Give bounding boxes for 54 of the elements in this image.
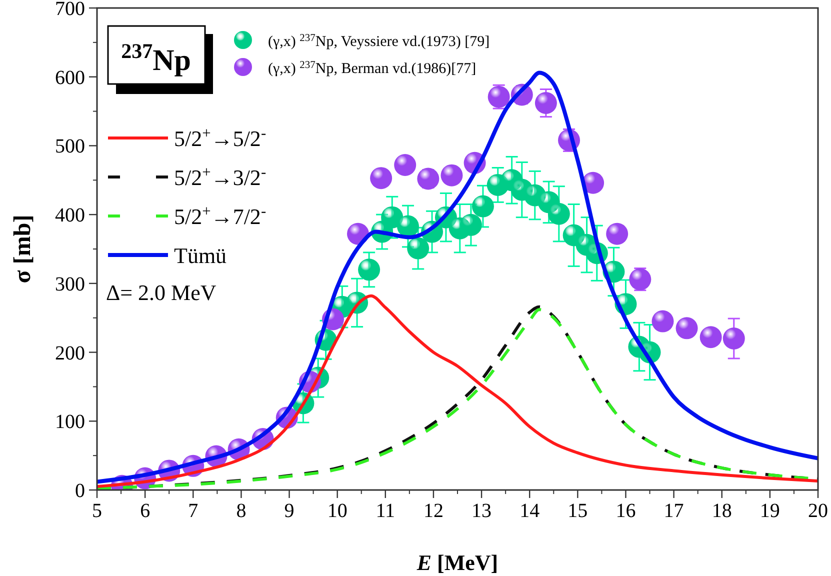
x-tick-label: 13 — [472, 500, 492, 522]
point — [440, 164, 463, 186]
annotation: Δ= 2.0 MeV — [106, 280, 216, 305]
point — [548, 202, 570, 225]
x-axis-title: E [MeV] — [416, 550, 498, 575]
y-tick-label: 300 — [55, 273, 85, 296]
x-tick-label: 8 — [236, 500, 246, 522]
x-tick-label: 11 — [376, 500, 396, 522]
y-tick-label: 200 — [55, 342, 85, 364]
y-tick-label: 700 — [55, 0, 85, 20]
y-tick-label: 0 — [75, 480, 85, 502]
x-tick-label: 10 — [327, 500, 348, 522]
legend-label: 5/2$^{+}$→5/2$^{-}$ — [174, 124, 266, 151]
x-tick-label: 19 — [760, 500, 780, 522]
x-tick-label: 14 — [520, 500, 540, 522]
x-tick-label: 12 — [423, 500, 444, 522]
y-tick-label: 400 — [55, 204, 85, 227]
point — [358, 258, 380, 281]
y-tick-label: 600 — [55, 66, 85, 89]
point — [488, 86, 510, 108]
x-tick-label: 20 — [808, 500, 828, 522]
x-tick-label: 7 — [188, 500, 198, 522]
x-tick-label: 6 — [140, 500, 150, 522]
y-tick-label: 100 — [55, 411, 85, 434]
point — [396, 215, 419, 238]
point — [370, 167, 392, 190]
point — [582, 172, 604, 194]
point — [652, 310, 674, 332]
point — [394, 154, 416, 176]
point — [700, 326, 722, 348]
legend-label: 5/2$^{+}$→7/2$^{-}$ — [174, 202, 266, 229]
legend-label: 5/2$^{+}$→3/2$^{-}$ — [174, 164, 266, 190]
point — [407, 237, 430, 260]
point — [722, 328, 745, 350]
x-tick-label: 5 — [92, 500, 102, 522]
x-tick-label: 17 — [664, 500, 684, 522]
point — [606, 222, 628, 245]
legend-label: Tümü — [174, 243, 227, 268]
point — [460, 214, 482, 236]
x-tick-label: 15 — [568, 500, 588, 522]
y-axis-title: σ [mb] — [10, 214, 36, 284]
y-tick-label: 500 — [55, 136, 85, 158]
point — [676, 317, 698, 340]
point — [472, 195, 494, 218]
point — [629, 268, 652, 290]
legend-label: (γ,x) $^{237}$Np, Veyssiere vd.(1973) [79] — [268, 32, 490, 50]
x-tick-label: 18 — [712, 500, 732, 522]
point — [534, 92, 557, 114]
x-tick-label: 9 — [284, 500, 294, 522]
point — [381, 206, 404, 228]
point — [417, 168, 440, 190]
x-tick-label: 16 — [616, 500, 636, 522]
annotation: $^{237}$Np — [121, 39, 191, 77]
legend-label: (γ,x) $^{237}$Np, Berman vd.(1986)[77] — [268, 60, 476, 77]
